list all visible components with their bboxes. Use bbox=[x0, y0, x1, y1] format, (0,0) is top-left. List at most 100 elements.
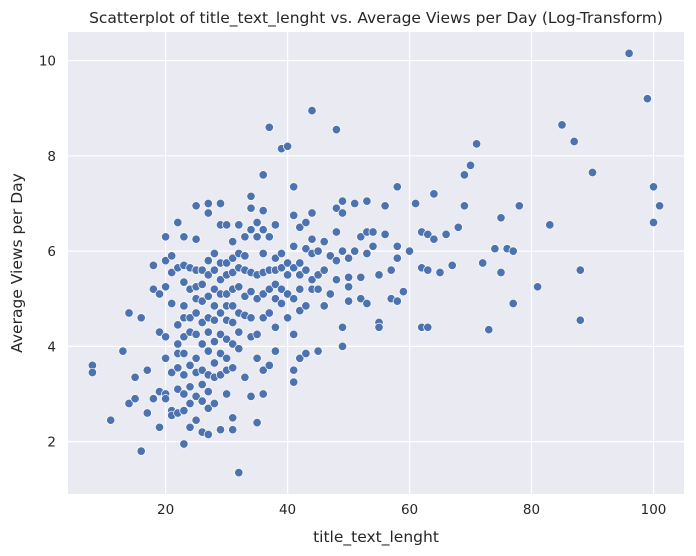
scatter-point bbox=[374, 322, 384, 332]
scatter-point bbox=[252, 232, 262, 242]
scatter-point bbox=[161, 353, 171, 363]
scatter-point bbox=[209, 265, 219, 275]
scatter-point bbox=[203, 198, 213, 209]
scatter-point bbox=[130, 394, 140, 404]
x-tick-label: 100 bbox=[641, 502, 667, 518]
scatter-point bbox=[569, 136, 579, 147]
scatter-point bbox=[356, 294, 366, 304]
scatter-point bbox=[301, 244, 311, 254]
scatter-point bbox=[167, 367, 177, 378]
scatter-point bbox=[252, 294, 262, 304]
scatter-point bbox=[246, 287, 256, 297]
scatter-point bbox=[185, 313, 195, 323]
scatter-point bbox=[203, 256, 213, 266]
scatter-point bbox=[148, 394, 158, 404]
scatter-point bbox=[423, 322, 433, 332]
scatter-point bbox=[307, 234, 317, 244]
scatter-point bbox=[167, 298, 177, 309]
scatter-point bbox=[240, 372, 250, 382]
scatter-point bbox=[136, 313, 146, 323]
scatter-point bbox=[307, 106, 317, 116]
scatter-point bbox=[173, 217, 183, 228]
scatter-point bbox=[191, 308, 201, 318]
scatter-point bbox=[215, 198, 226, 209]
scatter-point bbox=[411, 198, 421, 209]
scatter-point bbox=[179, 332, 189, 342]
scatter-point bbox=[356, 232, 366, 242]
scatter-point bbox=[258, 248, 268, 259]
scatter-point bbox=[295, 258, 305, 268]
scatter-point bbox=[209, 337, 219, 347]
scatter-point bbox=[301, 348, 311, 359]
scatter-point bbox=[197, 339, 207, 349]
scatter-point bbox=[441, 229, 451, 239]
scatter-point bbox=[319, 301, 329, 311]
scatter-point bbox=[392, 253, 402, 263]
scatter-point bbox=[331, 227, 341, 237]
scatter-point bbox=[161, 232, 171, 242]
scatter-point bbox=[222, 389, 232, 399]
scatter-point bbox=[295, 353, 305, 363]
scatter-point bbox=[344, 296, 354, 306]
scatter-point bbox=[258, 206, 268, 216]
scatter-point bbox=[655, 201, 665, 211]
scatter-point bbox=[191, 353, 201, 363]
scatter-point bbox=[289, 182, 299, 192]
scatter-point bbox=[252, 217, 262, 228]
scatter-point bbox=[533, 282, 543, 292]
scatter-point bbox=[222, 334, 232, 344]
scatter-point bbox=[313, 284, 323, 294]
scatter-point bbox=[228, 253, 238, 263]
scatter-point bbox=[295, 284, 305, 294]
scatter-point bbox=[191, 201, 201, 211]
scatter-point bbox=[289, 329, 299, 339]
scatter-point bbox=[307, 275, 317, 285]
scatter-point bbox=[179, 232, 189, 242]
scatter-point bbox=[423, 229, 433, 239]
x-tick-label: 40 bbox=[279, 502, 296, 518]
scatter-point bbox=[130, 372, 140, 382]
scatter-point bbox=[276, 263, 287, 273]
scatter-point bbox=[289, 377, 299, 387]
scatter-point bbox=[191, 415, 201, 425]
scatter-point bbox=[161, 394, 171, 404]
scatter-point bbox=[270, 294, 280, 304]
scatter-point bbox=[270, 346, 280, 356]
scatter-point bbox=[398, 287, 408, 297]
scatter-point bbox=[209, 301, 219, 311]
scatter-point bbox=[319, 237, 329, 247]
scatter-point bbox=[240, 232, 250, 242]
scatter-point bbox=[203, 346, 213, 356]
scatter-point bbox=[203, 429, 213, 440]
scatter-point bbox=[197, 396, 207, 406]
scatter-point bbox=[203, 387, 213, 397]
scatter-point bbox=[368, 227, 378, 237]
scatter-point bbox=[191, 329, 201, 339]
scatter-point bbox=[240, 291, 250, 301]
scatter-point bbox=[575, 315, 585, 325]
scatter-point bbox=[173, 384, 183, 394]
scatter-point bbox=[197, 279, 207, 289]
scatter-point bbox=[258, 365, 268, 375]
scatter-point bbox=[362, 196, 372, 206]
scatter-point bbox=[191, 391, 201, 401]
scatter-point bbox=[337, 196, 348, 206]
scatter-point bbox=[289, 365, 299, 375]
scatter-point bbox=[209, 315, 219, 325]
scatter-point bbox=[252, 329, 262, 339]
scatter-point bbox=[344, 272, 354, 282]
scatter-point bbox=[270, 220, 280, 230]
y-tick-label: 10 bbox=[39, 54, 56, 70]
scatter-point bbox=[484, 325, 494, 335]
scatter-point bbox=[295, 270, 305, 280]
scatter-point bbox=[258, 170, 268, 180]
scatter-point bbox=[264, 122, 274, 132]
scatter-point bbox=[197, 296, 207, 306]
scatter-point bbox=[459, 170, 469, 180]
scatter-point bbox=[258, 289, 268, 299]
scatter-point bbox=[228, 363, 238, 373]
scatter-point bbox=[337, 246, 348, 256]
scatter-point bbox=[374, 270, 384, 280]
scatter-point bbox=[209, 248, 219, 259]
